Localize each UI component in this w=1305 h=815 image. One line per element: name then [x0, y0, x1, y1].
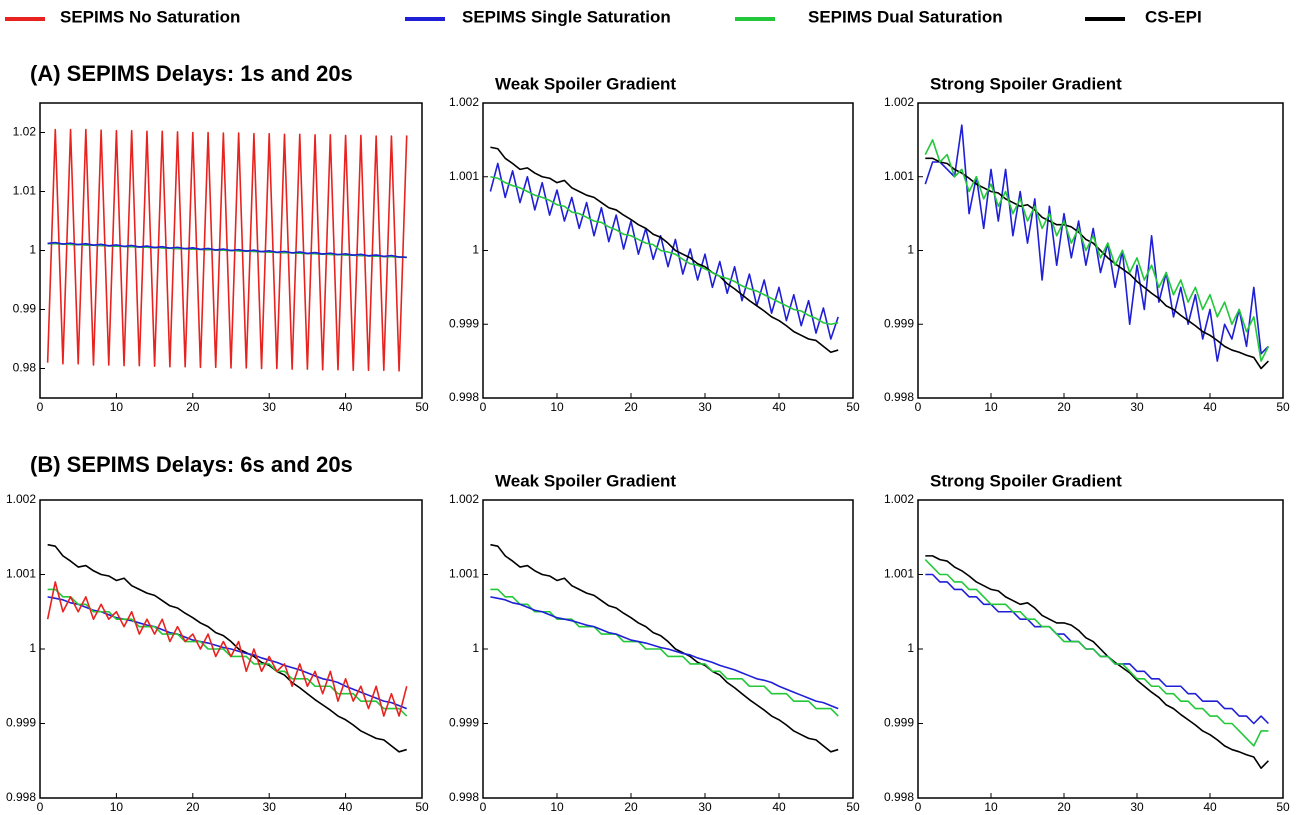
- y-tick-label: 0.999: [449, 716, 479, 730]
- x-tick-label: 50: [846, 800, 860, 814]
- y-tick-label: 1: [472, 641, 479, 655]
- panel-title: Weak Spoiler Gradient: [495, 74, 676, 93]
- x-tick-label: 40: [339, 400, 353, 414]
- y-tick-label: 1.002: [449, 492, 479, 506]
- y-tick-label: 1.002: [6, 492, 36, 506]
- x-tick-label: 0: [37, 400, 44, 414]
- series-line: [490, 175, 839, 326]
- series-line: [47, 543, 407, 753]
- series-line: [46, 581, 408, 717]
- y-tick-label: 1: [29, 243, 36, 257]
- y-tick-label: 1.001: [884, 169, 914, 183]
- x-tick-label: 10: [550, 400, 564, 414]
- y-tick-label: 1.001: [884, 567, 914, 581]
- y-tick-label: 1.001: [449, 567, 479, 581]
- y-tick-label: 0.998: [449, 790, 479, 804]
- x-tick-label: 50: [1276, 400, 1290, 414]
- y-tick-label: 0.999: [449, 316, 479, 330]
- panel: (A) SEPIMS Delays: 1s and 20s 0 10 20 30 40 50…: [13, 61, 429, 414]
- series-line: [924, 139, 1270, 362]
- x-tick-label: 20: [1057, 800, 1071, 814]
- y-tick-label: 1.001: [6, 567, 36, 581]
- y-tick-label: 1.01: [13, 184, 37, 198]
- y-tick-label: 1: [472, 243, 479, 257]
- x-tick-label: 10: [984, 800, 998, 814]
- y-tick-label: 1.002: [884, 95, 914, 109]
- series-line: [490, 588, 839, 717]
- series-line: [47, 588, 408, 717]
- panel-title: Weak Spoiler Gradient: [495, 471, 676, 490]
- panel: Weak Spoiler Gradient 0 10 20 30 40 50 0.998 0.9…: [449, 471, 860, 814]
- y-tick-label: 1.002: [449, 95, 479, 109]
- x-tick-label: 10: [110, 800, 124, 814]
- y-tick-label: 0.998: [884, 390, 914, 404]
- x-tick-label: 20: [624, 800, 638, 814]
- series-line: [490, 543, 839, 753]
- panel-title: Strong Spoiler Gradient: [930, 471, 1122, 490]
- series-line: [490, 596, 839, 710]
- x-tick-label: 0: [915, 800, 922, 814]
- panel: Strong Spoiler Gradient 0 10 20 30 40 50 0.998 0…: [884, 471, 1290, 814]
- y-tick-label: 1.02: [13, 125, 37, 139]
- x-tick-label: 10: [550, 800, 564, 814]
- x-tick-label: 40: [1203, 400, 1217, 414]
- series-line: [47, 241, 407, 259]
- panel: Weak Spoiler Gradient 0 10 20 30 40 50 0.998 0.9…: [449, 74, 860, 414]
- y-tick-label: 0.999: [884, 316, 914, 330]
- y-tick-label: 0.98: [13, 361, 37, 375]
- x-tick-label: 10: [110, 400, 124, 414]
- y-tick-label: 0.99: [13, 302, 37, 316]
- y-tick-label: 1: [907, 243, 914, 257]
- x-tick-label: 0: [480, 400, 487, 414]
- series-line: [925, 555, 1269, 769]
- panel: (B) SEPIMS Delays: 6s and 20s 0 10 20 30 40 50…: [6, 452, 429, 814]
- x-tick-label: 30: [698, 800, 712, 814]
- panel-title: (B) SEPIMS Delays: 6s and 20s: [30, 452, 353, 477]
- x-tick-label: 30: [263, 400, 277, 414]
- x-tick-label: 10: [984, 400, 998, 414]
- panel-title: (A) SEPIMS Delays: 1s and 20s: [30, 61, 353, 86]
- x-tick-label: 0: [915, 400, 922, 414]
- x-tick-label: 20: [1057, 400, 1071, 414]
- x-tick-label: 30: [1130, 400, 1144, 414]
- x-tick-label: 20: [186, 800, 200, 814]
- legend-label: SEPIMS No Saturation: [60, 7, 240, 26]
- panel: Strong Spoiler Gradient 0 10 20 30 40 50 0.998 0…: [884, 74, 1290, 414]
- y-tick-label: 1.002: [884, 492, 914, 506]
- series-line: [490, 146, 839, 354]
- x-tick-label: 40: [772, 400, 786, 414]
- y-tick-label: 1: [907, 641, 914, 655]
- x-tick-label: 50: [415, 800, 429, 814]
- y-tick-label: 1.001: [449, 169, 479, 183]
- x-tick-label: 20: [186, 400, 200, 414]
- x-tick-label: 40: [772, 800, 786, 814]
- x-tick-label: 50: [415, 400, 429, 414]
- series-line: [924, 124, 1269, 362]
- legend-label: SEPIMS Dual Saturation: [808, 7, 1003, 26]
- x-tick-label: 50: [1276, 800, 1290, 814]
- y-tick-label: 1: [29, 641, 36, 655]
- plot-frame: [482, 102, 854, 399]
- panel-title: Strong Spoiler Gradient: [930, 74, 1122, 93]
- x-tick-label: 0: [37, 800, 44, 814]
- y-tick-label: 0.998: [6, 790, 36, 804]
- y-tick-label: 0.999: [884, 716, 914, 730]
- x-tick-label: 40: [1203, 800, 1217, 814]
- legend-label: CS-EPI: [1145, 7, 1202, 26]
- x-tick-label: 40: [339, 800, 353, 814]
- y-tick-label: 0.999: [6, 716, 36, 730]
- y-tick-label: 0.998: [449, 390, 479, 404]
- x-tick-label: 30: [698, 400, 712, 414]
- y-tick-label: 0.998: [884, 790, 914, 804]
- x-tick-label: 20: [624, 400, 638, 414]
- x-tick-label: 30: [1130, 800, 1144, 814]
- x-tick-label: 0: [480, 800, 487, 814]
- legend-label: SEPIMS Single Saturation: [462, 7, 671, 26]
- x-tick-label: 50: [846, 400, 860, 414]
- x-tick-label: 30: [263, 800, 277, 814]
- series-line: [924, 559, 1269, 747]
